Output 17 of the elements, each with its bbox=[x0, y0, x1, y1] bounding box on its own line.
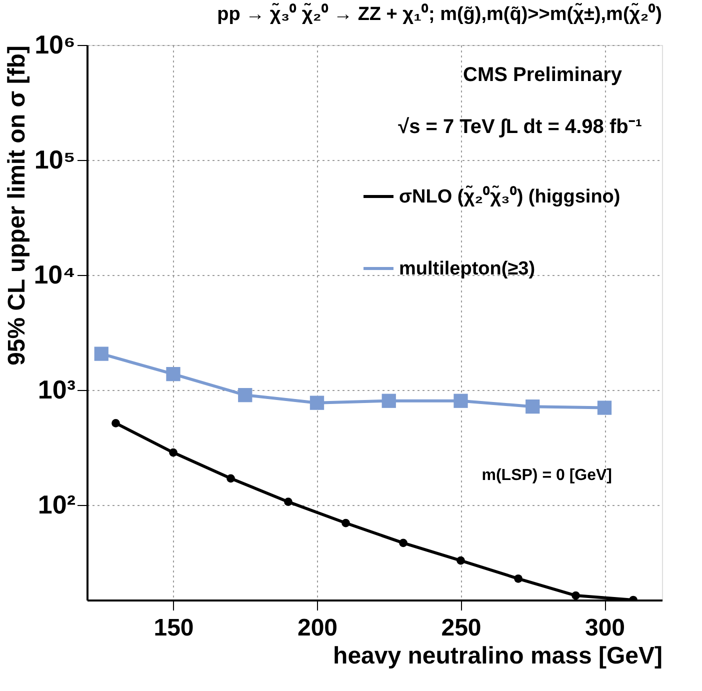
x-tick-label: 250 bbox=[441, 614, 482, 642]
x-axis-title: heavy neutralino mass [GeV] bbox=[333, 642, 662, 670]
annotation: √s = 7 TeV ∫L dt = 4.98 fb⁻¹ bbox=[398, 116, 642, 138]
annotation: m(LSP) = 0 [GeV] bbox=[482, 467, 612, 484]
x-tick-label: 200 bbox=[297, 614, 338, 642]
y-axis-title: 95% CL upper limit on σ [fb] bbox=[4, 46, 31, 366]
y-tick-label: 10⁴ bbox=[34, 260, 76, 290]
y-tick-label: 10² bbox=[38, 490, 76, 520]
x-tick-label: 150 bbox=[154, 614, 194, 642]
annotation: CMS Preliminary bbox=[463, 64, 623, 86]
legend-label: multilepton(≥3) bbox=[399, 258, 536, 280]
chart-title: pp → χ̃₃⁰ χ̃₂⁰ → ZZ + χ₁⁰; m(g̃),m(q̃)>>m(χ̃±),m(χ̃₂⁰) bbox=[217, 2, 662, 25]
legend-label: σNLO (χ̃₂⁰χ̃₃⁰) (higgsino) bbox=[399, 184, 620, 208]
x-tick-label: 300 bbox=[584, 614, 626, 642]
y-tick-label: 10³ bbox=[38, 374, 76, 405]
y-tick-label: 10⁶ bbox=[34, 30, 76, 60]
y-tick-label: 10⁵ bbox=[34, 144, 76, 175]
